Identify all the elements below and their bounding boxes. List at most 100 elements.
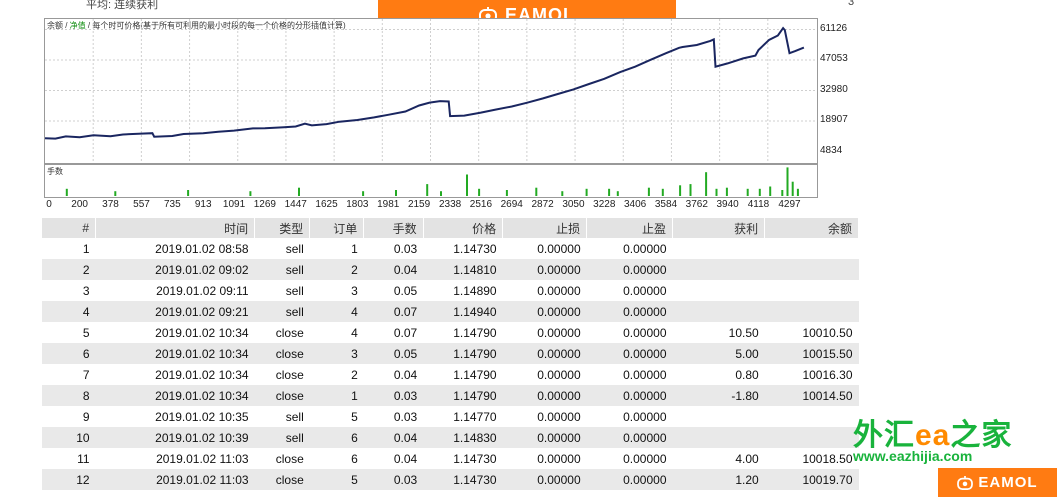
table-row[interactable]: 5 2019.01.02 10:34 close 4 0.07 1.14790 0.0000… — [42, 322, 859, 343]
table-row[interactable]: 6 2019.01.02 10:34 close 3 0.05 1.14790 0.0000… — [42, 343, 859, 364]
x-tick-label: 3584 — [654, 199, 678, 210]
cell-stoploss: 0.00000 — [502, 448, 587, 469]
volume-label: 手数 — [47, 167, 63, 176]
volume-bar — [114, 191, 117, 196]
cell-index: 7 — [42, 364, 96, 385]
table-row[interactable]: 11 2019.01.02 11:03 close 6 0.04 1.14730 0.000… — [42, 448, 859, 469]
volume-bar — [505, 190, 508, 196]
col-header-index[interactable]: # — [42, 218, 97, 238]
cell-price: 1.14770 — [423, 406, 503, 427]
cell-order: 2 — [309, 259, 364, 280]
cell-balance: 10019.70 — [764, 469, 859, 490]
cell-type: sell — [254, 238, 310, 259]
cell-time: 2019.01.02 10:39 — [95, 427, 255, 448]
cell-balance — [764, 259, 859, 280]
cell-profit — [672, 280, 765, 301]
cell-balance: 10016.30 — [764, 364, 859, 385]
y-tick-label: 61126 — [820, 22, 848, 34]
cell-stoploss: 0.00000 — [502, 385, 587, 406]
volume-bar — [561, 191, 564, 196]
cell-time: 2019.01.02 09:11 — [95, 280, 255, 301]
robot-logo-icon — [957, 475, 974, 490]
cell-time: 2019.01.02 10:34 — [95, 385, 255, 406]
summary-value: 3 — [848, 0, 855, 8]
y-tick-label: 18907 — [820, 114, 848, 126]
table-row[interactable]: 7 2019.01.02 10:34 close 2 0.04 1.14790 0.0000… — [42, 364, 859, 385]
cell-order: 4 — [309, 322, 364, 343]
cell-balance — [764, 238, 859, 259]
cell-order: 4 — [309, 301, 364, 322]
cell-balance — [764, 280, 859, 301]
volume-bar — [535, 187, 538, 196]
volume-chart-panel — [44, 164, 818, 198]
legend-separator: / — [63, 21, 70, 30]
col-header-stoploss[interactable]: 止损 — [502, 218, 588, 238]
y-tick-label: 32980 — [820, 83, 848, 95]
table-row[interactable]: 1 2019.01.02 08:58 sell 1 0.03 1.14730 0.00000… — [42, 238, 859, 259]
x-tick-label: 3762 — [685, 199, 708, 210]
table-row[interactable]: 10 2019.01.02 10:39 sell 6 0.04 1.14830 0.0000… — [42, 427, 859, 448]
col-header-time[interactable]: 时间 — [95, 218, 256, 238]
cell-stoploss: 0.00000 — [502, 238, 587, 259]
col-header-takeprofit[interactable]: 止盈 — [586, 218, 673, 238]
trade-history-table: # 时间 类型 订单 手数 价格 止损 止盈 获利 余额 1 2019.01.02… — [42, 218, 859, 490]
volume-bar — [796, 188, 799, 196]
x-tick-label: 2694 — [500, 199, 523, 210]
table-row[interactable]: 8 2019.01.02 10:34 close 1 0.03 1.14790 0.0000… — [42, 385, 859, 406]
cell-type: close — [254, 469, 310, 490]
table-row[interactable]: 9 2019.01.02 10:35 sell 5 0.03 1.14770 0.00000… — [42, 406, 859, 427]
col-header-type[interactable]: 类型 — [254, 218, 311, 238]
x-tick-label: 3228 — [593, 199, 616, 210]
cell-stoploss: 0.00000 — [502, 469, 587, 490]
cell-type: close — [254, 322, 310, 343]
col-header-profit[interactable]: 获利 — [672, 218, 766, 238]
cell-profit — [672, 259, 765, 280]
cell-lots: 0.05 — [363, 343, 424, 364]
cell-profit — [672, 406, 765, 427]
col-header-lots[interactable]: 手数 — [363, 218, 424, 238]
volume-bar — [395, 190, 397, 196]
cell-profit: -1.80 — [672, 385, 765, 406]
col-header-order[interactable]: 订单 — [309, 218, 365, 238]
table-row[interactable]: 4 2019.01.02 09:21 sell 4 0.07 1.14940 0.00000… — [42, 301, 859, 322]
volume-bar — [746, 188, 749, 196]
watermark-brand: EAMOL — [978, 474, 1038, 491]
balance-series-line — [45, 26, 805, 140]
cell-order: 1 — [309, 238, 364, 259]
x-tick-label: 1091 — [222, 199, 246, 210]
cell-index: 3 — [42, 280, 96, 301]
table-row[interactable]: 12 2019.01.02 11:03 close 5 0.03 1.14730 0.000… — [42, 469, 859, 490]
x-tick-label: 378 — [102, 199, 119, 210]
table-row[interactable]: 2 2019.01.02 09:02 sell 2 0.04 1.14810 0.00000… — [42, 259, 859, 280]
cell-lots: 0.05 — [363, 280, 424, 301]
cell-lots: 0.04 — [363, 427, 424, 448]
col-header-price[interactable]: 价格 — [423, 218, 504, 238]
cell-time: 2019.01.02 10:34 — [95, 322, 255, 343]
cell-price: 1.14830 — [423, 427, 503, 448]
x-tick-label: 4297 — [778, 199, 801, 210]
cell-type: sell — [254, 280, 310, 301]
cell-time: 2019.01.02 09:02 — [95, 259, 255, 280]
watermark-cn-ea: ea — [915, 419, 951, 452]
cell-time: 2019.01.02 10:34 — [95, 343, 255, 364]
cell-type: close — [254, 385, 310, 406]
cell-index: 10 — [42, 427, 96, 448]
col-header-balance[interactable]: 余额 — [764, 218, 859, 238]
cell-index: 5 — [42, 322, 96, 343]
cell-lots: 0.04 — [363, 259, 424, 280]
volume-bar — [426, 184, 429, 196]
cell-balance: 10010.50 — [764, 322, 859, 343]
chart-legend: 余额 / 净值 / 每个时可价格(基于所有可利用的最小时段的每一个价格的分形插值… — [47, 20, 346, 31]
cell-type: close — [254, 343, 310, 364]
cell-stoploss: 0.00000 — [502, 301, 587, 322]
y-tick-label: 4834 — [820, 144, 843, 156]
y-tick-label: 47053 — [820, 53, 848, 65]
cell-profit: 1.20 — [672, 469, 765, 490]
cell-balance: 10014.50 — [764, 385, 859, 406]
cell-index: 8 — [42, 385, 96, 406]
volume-bar — [769, 186, 772, 196]
cell-order: 5 — [309, 469, 364, 490]
cell-takeprofit: 0.00000 — [586, 385, 673, 406]
cell-price: 1.14730 — [423, 238, 503, 259]
table-row[interactable]: 3 2019.01.02 09:11 sell 3 0.05 1.14890 0.00000… — [42, 280, 859, 301]
